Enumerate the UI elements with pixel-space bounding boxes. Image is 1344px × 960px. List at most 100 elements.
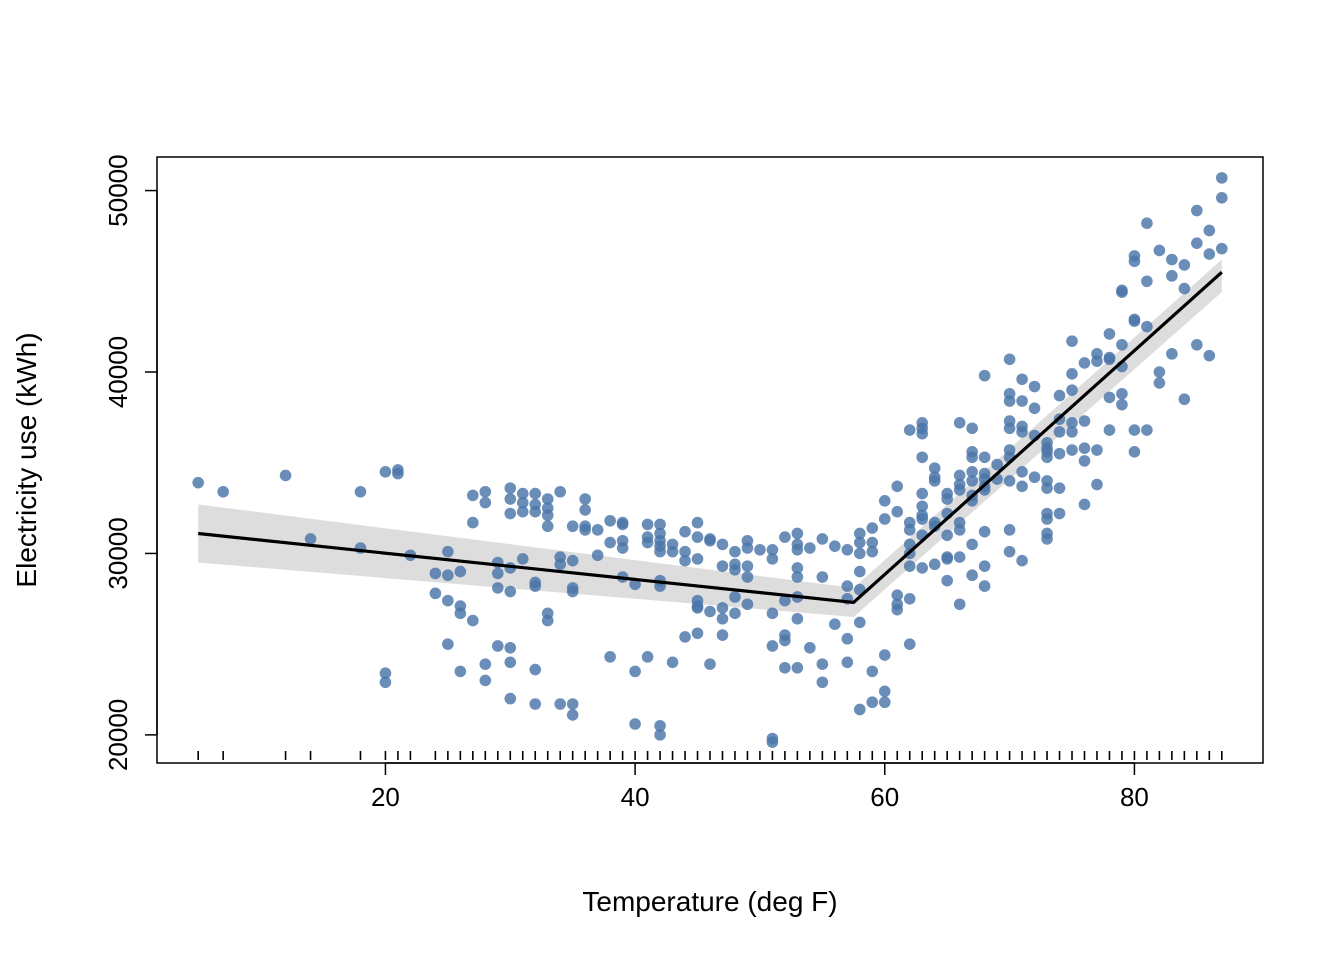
- data-point: [1128, 255, 1141, 268]
- data-point: [529, 663, 542, 676]
- data-point: [716, 538, 729, 551]
- data-point: [1003, 422, 1016, 435]
- plot-frame: [156, 156, 1264, 764]
- data-point: [816, 571, 829, 583]
- x-tick-label: 60: [870, 782, 899, 812]
- data-point: [841, 656, 854, 669]
- data-point: [467, 516, 479, 529]
- data-point: [1153, 366, 1166, 378]
- data-point: [741, 571, 754, 583]
- data-point: [704, 658, 716, 670]
- data-point: [953, 598, 966, 611]
- data-point: [579, 493, 591, 505]
- data-point: [1053, 482, 1066, 494]
- data-point: [679, 631, 691, 643]
- data-point: [1053, 507, 1066, 520]
- data-point: [1153, 244, 1166, 257]
- data-point: [891, 480, 904, 493]
- data-point: [866, 522, 879, 534]
- data-point: [379, 667, 392, 679]
- data-point: [1003, 353, 1016, 366]
- data-point: [654, 729, 666, 741]
- data-point: [566, 585, 579, 598]
- data-point: [379, 465, 392, 478]
- data-point: [1166, 253, 1178, 266]
- data-point: [916, 562, 929, 574]
- data-point: [541, 493, 554, 505]
- data-point: [966, 538, 978, 551]
- data-point: [641, 536, 654, 549]
- data-point: [928, 462, 941, 474]
- data-point: [529, 580, 542, 592]
- data-point: [716, 629, 729, 641]
- data-point: [953, 469, 966, 482]
- y-axis-title: Electricity use (kWh): [11, 332, 42, 587]
- data-point: [928, 558, 941, 571]
- data-point: [354, 485, 367, 498]
- data-point: [579, 520, 591, 533]
- data-point: [878, 649, 891, 661]
- data-point: [741, 542, 754, 554]
- data-point: [716, 612, 729, 625]
- data-point: [1141, 275, 1153, 288]
- data-point: [1078, 498, 1091, 511]
- data-point: [891, 505, 904, 518]
- data-point: [916, 500, 929, 513]
- data-point: [916, 487, 929, 500]
- data-point: [804, 641, 816, 654]
- data-point: [866, 665, 879, 678]
- data-point: [1066, 417, 1078, 429]
- data-point: [953, 484, 966, 496]
- data-point: [966, 465, 978, 478]
- data-point: [1166, 348, 1178, 360]
- data-point: [429, 567, 442, 580]
- data-point: [691, 553, 704, 565]
- data-point: [1016, 426, 1028, 438]
- data-point: [504, 641, 517, 654]
- data-point: [916, 427, 929, 440]
- data-point: [629, 578, 641, 591]
- data-point: [791, 544, 804, 556]
- data-point: [1041, 513, 1053, 525]
- confidence-band: [198, 259, 1222, 617]
- data-point: [454, 565, 467, 578]
- data-point: [579, 504, 591, 516]
- data-point: [666, 656, 679, 669]
- data-point: [766, 736, 779, 748]
- data-point: [978, 560, 991, 572]
- data-point: [1216, 242, 1228, 255]
- data-point: [1016, 373, 1028, 386]
- x-axis-title: Temperature (deg F): [582, 886, 837, 917]
- axes-layer: 20 40 60 80 20000 30000 40000 50000: [103, 154, 1149, 812]
- data-point: [903, 538, 916, 551]
- data-point: [853, 527, 866, 540]
- data-point: [779, 634, 791, 647]
- data-point: [1103, 353, 1116, 366]
- data-point: [429, 587, 442, 600]
- data-point: [829, 540, 841, 552]
- data-point: [941, 553, 953, 565]
- data-point: [1166, 270, 1178, 282]
- data-point: [616, 516, 629, 529]
- y-tick-label: 20000: [103, 699, 133, 771]
- data-point: [779, 531, 791, 543]
- data-point: [729, 545, 741, 558]
- data-point: [978, 369, 991, 382]
- data-point: [529, 698, 542, 710]
- data-point: [716, 602, 729, 614]
- data-point: [554, 558, 567, 571]
- data-point: [1066, 444, 1078, 456]
- data-point: [504, 507, 517, 520]
- data-point: [1216, 172, 1228, 184]
- data-point: [541, 509, 554, 522]
- data-point: [566, 520, 579, 533]
- data-point: [978, 525, 991, 538]
- data-point: [504, 482, 517, 494]
- x-tick-label: 40: [621, 782, 650, 812]
- data-point: [966, 422, 978, 435]
- data-point: [741, 598, 754, 611]
- data-point: [641, 651, 654, 663]
- data-point: [442, 569, 454, 582]
- y-tick-label: 30000: [103, 517, 133, 589]
